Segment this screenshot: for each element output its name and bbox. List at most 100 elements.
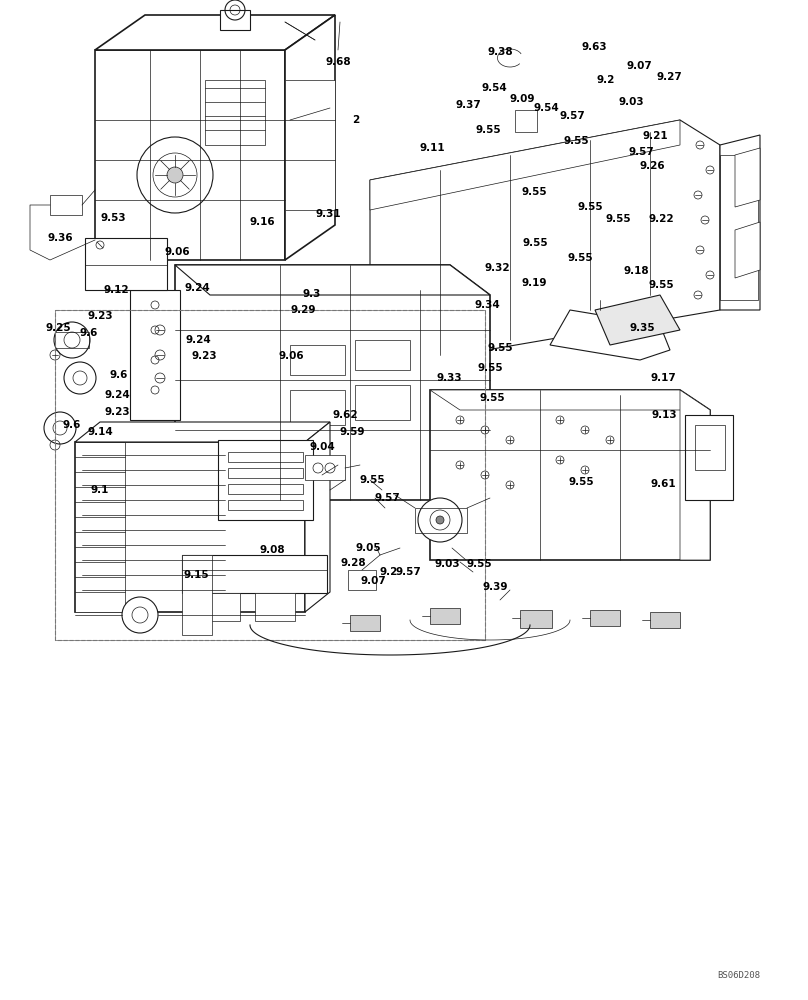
Text: 9.38: 9.38	[487, 47, 513, 57]
Text: 9.16: 9.16	[249, 217, 275, 227]
Text: 9.55: 9.55	[605, 214, 631, 224]
Text: 9.3: 9.3	[303, 289, 322, 299]
Bar	[290, 345, 345, 375]
Text: 9.24: 9.24	[184, 283, 210, 293]
Text: 9.39: 9.39	[482, 582, 507, 592]
Polygon shape	[735, 222, 760, 278]
Text: 9.55: 9.55	[648, 280, 674, 290]
Bar	[285, 80, 335, 210]
Bar	[355, 385, 410, 420]
Text: 9.34: 9.34	[474, 300, 500, 310]
Text: 9.24: 9.24	[185, 335, 211, 345]
Text: 9.59: 9.59	[339, 427, 364, 437]
Text: 9.17: 9.17	[650, 373, 675, 383]
Text: 9.55: 9.55	[567, 253, 593, 263]
Text: 9.03: 9.03	[618, 97, 644, 107]
Text: 9.55: 9.55	[487, 343, 513, 353]
Text: 9.09: 9.09	[509, 94, 535, 104]
Text: 9.07: 9.07	[626, 61, 652, 71]
Text: 9.55: 9.55	[521, 187, 547, 197]
Text: 9.33: 9.33	[436, 373, 462, 383]
Bar	[350, 615, 380, 631]
Text: 9.28: 9.28	[340, 558, 366, 568]
Bar	[305, 455, 345, 480]
Text: 9.21: 9.21	[642, 131, 668, 141]
Bar	[290, 390, 345, 425]
Text: 9.63: 9.63	[581, 42, 607, 52]
Bar	[228, 452, 303, 462]
Circle shape	[64, 332, 80, 348]
Text: 9.55: 9.55	[522, 238, 548, 248]
Bar	[182, 555, 327, 593]
Bar	[220, 10, 250, 30]
Text: 9.27: 9.27	[656, 72, 682, 82]
Bar	[650, 612, 680, 628]
Polygon shape	[550, 310, 670, 360]
Bar	[430, 608, 460, 624]
Text: 9.35: 9.35	[629, 323, 654, 333]
Bar	[348, 570, 376, 590]
Text: 9.11: 9.11	[419, 143, 445, 153]
Text: 9.68: 9.68	[325, 57, 351, 67]
Text: 9.15: 9.15	[183, 570, 208, 580]
Circle shape	[73, 371, 87, 385]
Text: 9.2: 9.2	[380, 567, 398, 577]
Text: 9.6: 9.6	[63, 420, 81, 430]
Text: 9.12: 9.12	[103, 285, 128, 295]
Bar	[228, 500, 303, 510]
Polygon shape	[95, 15, 335, 50]
Circle shape	[418, 498, 462, 542]
Text: 9.55: 9.55	[479, 393, 505, 403]
Text: 9.18: 9.18	[623, 266, 649, 276]
Bar	[355, 340, 410, 370]
Circle shape	[436, 516, 444, 524]
Text: 2: 2	[352, 115, 360, 125]
Polygon shape	[175, 265, 490, 500]
Text: 9.1: 9.1	[90, 485, 109, 495]
Text: 9.24: 9.24	[104, 390, 130, 400]
Text: 9.23: 9.23	[87, 311, 113, 321]
Text: 9.55: 9.55	[577, 202, 603, 212]
Polygon shape	[595, 295, 680, 345]
Text: 9.6: 9.6	[110, 370, 128, 380]
Text: 9.08: 9.08	[259, 545, 284, 555]
Polygon shape	[430, 390, 710, 410]
Bar	[130, 290, 180, 420]
Bar	[50, 195, 82, 215]
Text: 9.57: 9.57	[395, 567, 421, 577]
Text: 9.04: 9.04	[309, 442, 335, 452]
Text: 9.06: 9.06	[278, 351, 304, 361]
Text: 9.23: 9.23	[104, 407, 130, 417]
Polygon shape	[305, 422, 330, 612]
Text: 9.06: 9.06	[164, 247, 190, 257]
Polygon shape	[680, 390, 710, 560]
Bar	[415, 508, 467, 533]
Text: 9.32: 9.32	[484, 263, 510, 273]
Text: 9.55: 9.55	[466, 559, 492, 569]
Bar	[685, 415, 733, 500]
Text: 9.26: 9.26	[639, 161, 665, 171]
Bar	[55, 310, 485, 640]
Bar	[590, 610, 620, 626]
Text: 9.61: 9.61	[650, 479, 675, 489]
Text: 9.2: 9.2	[597, 75, 615, 85]
Bar	[55, 310, 485, 640]
Text: 9.29: 9.29	[290, 305, 316, 315]
Text: 9.55: 9.55	[475, 125, 501, 135]
Text: 9.22: 9.22	[648, 214, 674, 224]
Bar	[55, 332, 89, 348]
Text: 9.57: 9.57	[559, 111, 585, 121]
Text: 9.36: 9.36	[47, 233, 73, 243]
Text: 9.19: 9.19	[521, 278, 547, 288]
Text: 9.05: 9.05	[356, 543, 381, 553]
Text: 9.37: 9.37	[455, 100, 481, 110]
Text: 9.57: 9.57	[374, 493, 400, 503]
Polygon shape	[370, 120, 720, 370]
Polygon shape	[720, 135, 760, 310]
Circle shape	[122, 597, 158, 633]
Text: 9.55: 9.55	[478, 363, 503, 373]
Polygon shape	[370, 120, 680, 210]
Bar	[255, 593, 295, 621]
Text: 9.55: 9.55	[563, 136, 589, 146]
Polygon shape	[175, 265, 490, 295]
